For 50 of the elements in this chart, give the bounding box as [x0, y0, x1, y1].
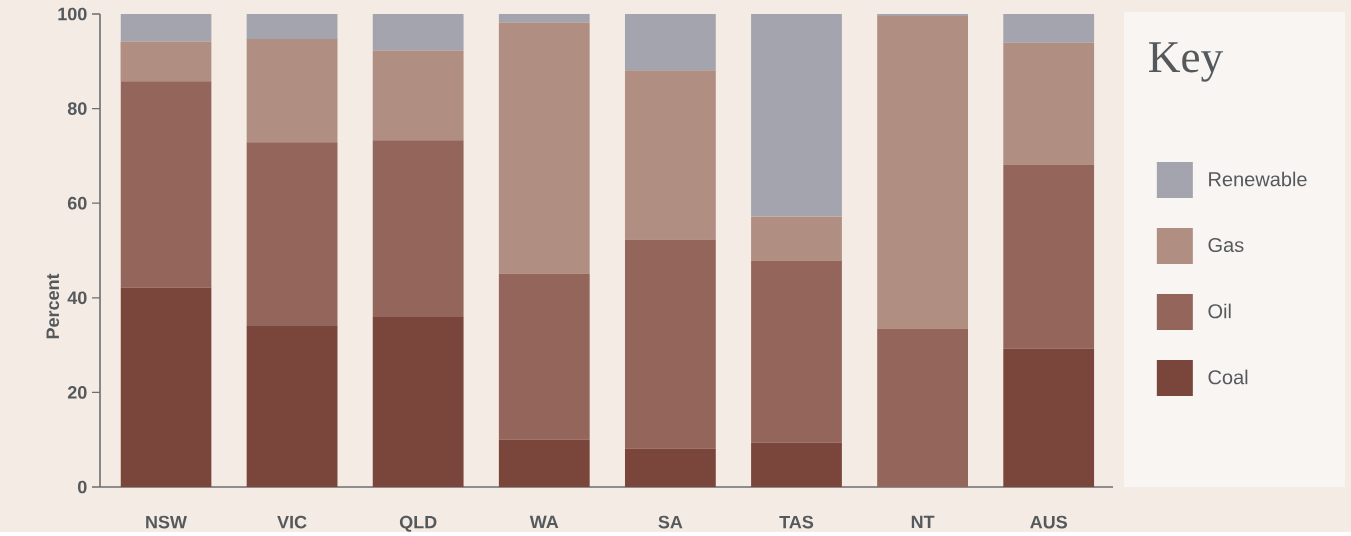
bar — [120, 81, 212, 288]
bar — [246, 13, 338, 39]
x-tick-label: QLD — [399, 515, 437, 532]
bar — [498, 22, 590, 274]
legend-label: Coal — [1208, 369, 1248, 385]
bar — [498, 273, 590, 440]
bar — [246, 325, 338, 487]
bar — [372, 140, 464, 317]
y-tick-label: 0 — [78, 480, 87, 494]
x-tick-label: NT — [911, 515, 935, 528]
x-tick-label: AUS — [1030, 515, 1067, 529]
bar — [1003, 164, 1095, 349]
bar — [498, 13, 590, 23]
y-axis-title: Percent — [46, 273, 60, 339]
bar — [372, 13, 464, 51]
x-tick-label: VIC — [277, 515, 307, 529]
bar — [624, 448, 716, 487]
x-tick-label: NSW — [146, 515, 187, 529]
bar — [246, 38, 338, 143]
x-tick-label: WA — [529, 515, 559, 528]
legend-label: Gas — [1208, 237, 1244, 252]
y-tick-label: 40 — [67, 291, 87, 305]
bar — [246, 142, 338, 326]
bar — [751, 442, 842, 487]
x-tick-label: TAS — [779, 515, 814, 529]
bar — [751, 13, 842, 217]
bar — [877, 15, 968, 329]
bar — [1003, 42, 1095, 165]
bar — [120, 287, 212, 487]
legend-label: Oil — [1208, 303, 1231, 319]
bar — [624, 70, 716, 240]
legend-label: Renewable — [1209, 171, 1307, 187]
bar — [624, 13, 716, 71]
bar — [372, 50, 464, 141]
x-tick-label: SA — [658, 515, 683, 529]
y-tick-label: 60 — [67, 196, 87, 210]
bar — [624, 239, 716, 449]
y-tick-label: 20 — [67, 385, 87, 399]
bar — [120, 13, 212, 42]
legend-title: Key — [1149, 42, 1224, 82]
bar — [1003, 348, 1095, 487]
bar — [877, 328, 968, 487]
y-tick-label: 80 — [67, 102, 87, 115]
bar — [498, 439, 590, 487]
bar — [1003, 13, 1095, 43]
bar — [751, 260, 842, 443]
y-tick-label: 100 — [58, 7, 87, 21]
bar — [751, 216, 842, 261]
bar — [120, 41, 212, 82]
bar — [372, 316, 464, 487]
